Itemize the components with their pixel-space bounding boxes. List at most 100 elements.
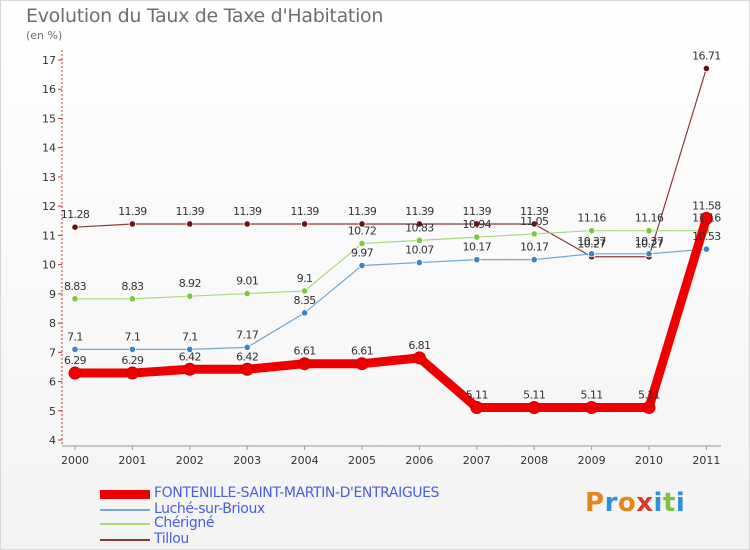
data-point [473,256,481,264]
data-point [699,211,713,225]
y-tick-label: 8 [49,317,56,330]
data-point [530,230,538,238]
data-label: 11.58 [692,199,721,212]
legend-swatch [100,523,150,525]
data-point [645,250,653,258]
x-tick-label: 2005 [348,454,376,467]
x-tick-label: 2002 [176,454,204,467]
data-label: 10.94 [463,218,492,231]
data-point [585,401,599,415]
data-point [300,220,309,228]
legend-label: Chérigné [154,515,215,531]
data-point [415,220,423,228]
data-label: 10.37 [635,235,664,248]
y-tick-label: 13 [42,171,56,184]
data-point [128,220,136,228]
data-label: 11.39 [233,205,262,218]
data-label: 6.29 [121,354,144,367]
legend-label: Luché-sur-Brioux [154,501,265,517]
data-point [470,401,484,415]
data-label: 9.01 [236,275,258,288]
logo-letter: r [604,488,618,518]
y-tick-label: 16 [42,83,56,96]
data-point [358,261,366,270]
data-label: 5.11 [581,389,603,402]
legend-label: Tillou [154,531,189,547]
data-point [243,220,251,228]
data-label: 5.11 [523,389,545,402]
legend-swatch [100,489,150,499]
data-point [702,64,711,73]
data-point [530,256,538,264]
data-label: 10.17 [463,241,492,254]
data-point [183,362,197,376]
x-tick-label: 2004 [291,454,319,467]
series-line-2 [75,230,707,300]
data-label: 8.83 [121,280,144,293]
logo-letter: x [636,488,654,518]
data-point [186,292,194,300]
data-point [412,351,426,365]
y-tick-label: 4 [49,434,56,447]
logo-letter: t [662,488,676,518]
data-point [530,220,538,228]
data-labels: 6.29 6.29 6.42 6.42 6.61 6.61 6.81 5.11 5.11 5.11… [61,49,722,402]
data-point [243,343,251,351]
data-label: 6.42 [179,350,201,363]
data-point [358,239,366,248]
data-point [642,401,656,415]
data-label: 11.28 [61,208,90,221]
y-tick-label: 7 [49,346,56,359]
y-tick-label: 17 [42,54,56,67]
data-label: 9.97 [351,246,374,259]
data-point [300,309,309,317]
data-point [300,287,309,295]
data-label: 9.1 [297,272,313,285]
chart-title: Evolution du Taux de Taxe d'Habitation [26,5,384,27]
data-label: 10.27 [577,238,606,251]
data-label: 6.61 [351,345,373,358]
data-label: 5.11 [466,389,488,402]
data-label: 11.16 [577,212,606,225]
data-label: 7.17 [236,328,259,341]
legend-swatch [100,509,150,511]
data-point [473,220,481,228]
data-label: 10.83 [405,221,434,234]
x-tick-label: 2006 [405,454,433,467]
logo-letter: P [585,488,605,518]
y-tick-label: 12 [42,200,56,213]
data-point [645,227,653,235]
x-tick-label: 2007 [463,454,491,467]
data-point [527,401,541,415]
data-label: 7.1 [67,330,83,343]
data-label: 11.39 [118,205,147,218]
data-point [186,220,194,228]
x-tick-label: 2008 [520,454,548,467]
data-point [71,345,79,353]
data-point [473,233,481,241]
x-tick-label: 2003 [233,454,261,467]
proxiti-logo: Proxiti [585,488,685,518]
data-point [68,366,82,380]
legend-swatch [100,539,150,541]
y-tick-label: 6 [49,376,56,389]
data-point [587,227,596,235]
axes: 4 5 6 7 8 9 10 11 12 13 14 15 16 17 2000 2001 2002 2003 20… [42,50,721,467]
data-point [125,366,139,380]
data-label: 11.16 [635,212,664,225]
data-point [240,362,254,376]
y-tick-label: 10 [42,259,56,272]
data-label: 7.1 [182,330,198,343]
data-label: 10.17 [520,241,549,254]
y-tick-label: 15 [42,112,56,125]
data-label: 8.35 [294,294,317,307]
data-point [587,250,596,258]
data-label: 11.39 [405,205,434,218]
data-label: 10.27 [635,238,664,251]
data-label: 6.29 [64,354,87,367]
logo-letter: o [617,488,637,518]
data-label: 11.39 [290,205,319,218]
data-label: 8.92 [179,277,201,290]
data-label: 7.1 [125,330,141,343]
